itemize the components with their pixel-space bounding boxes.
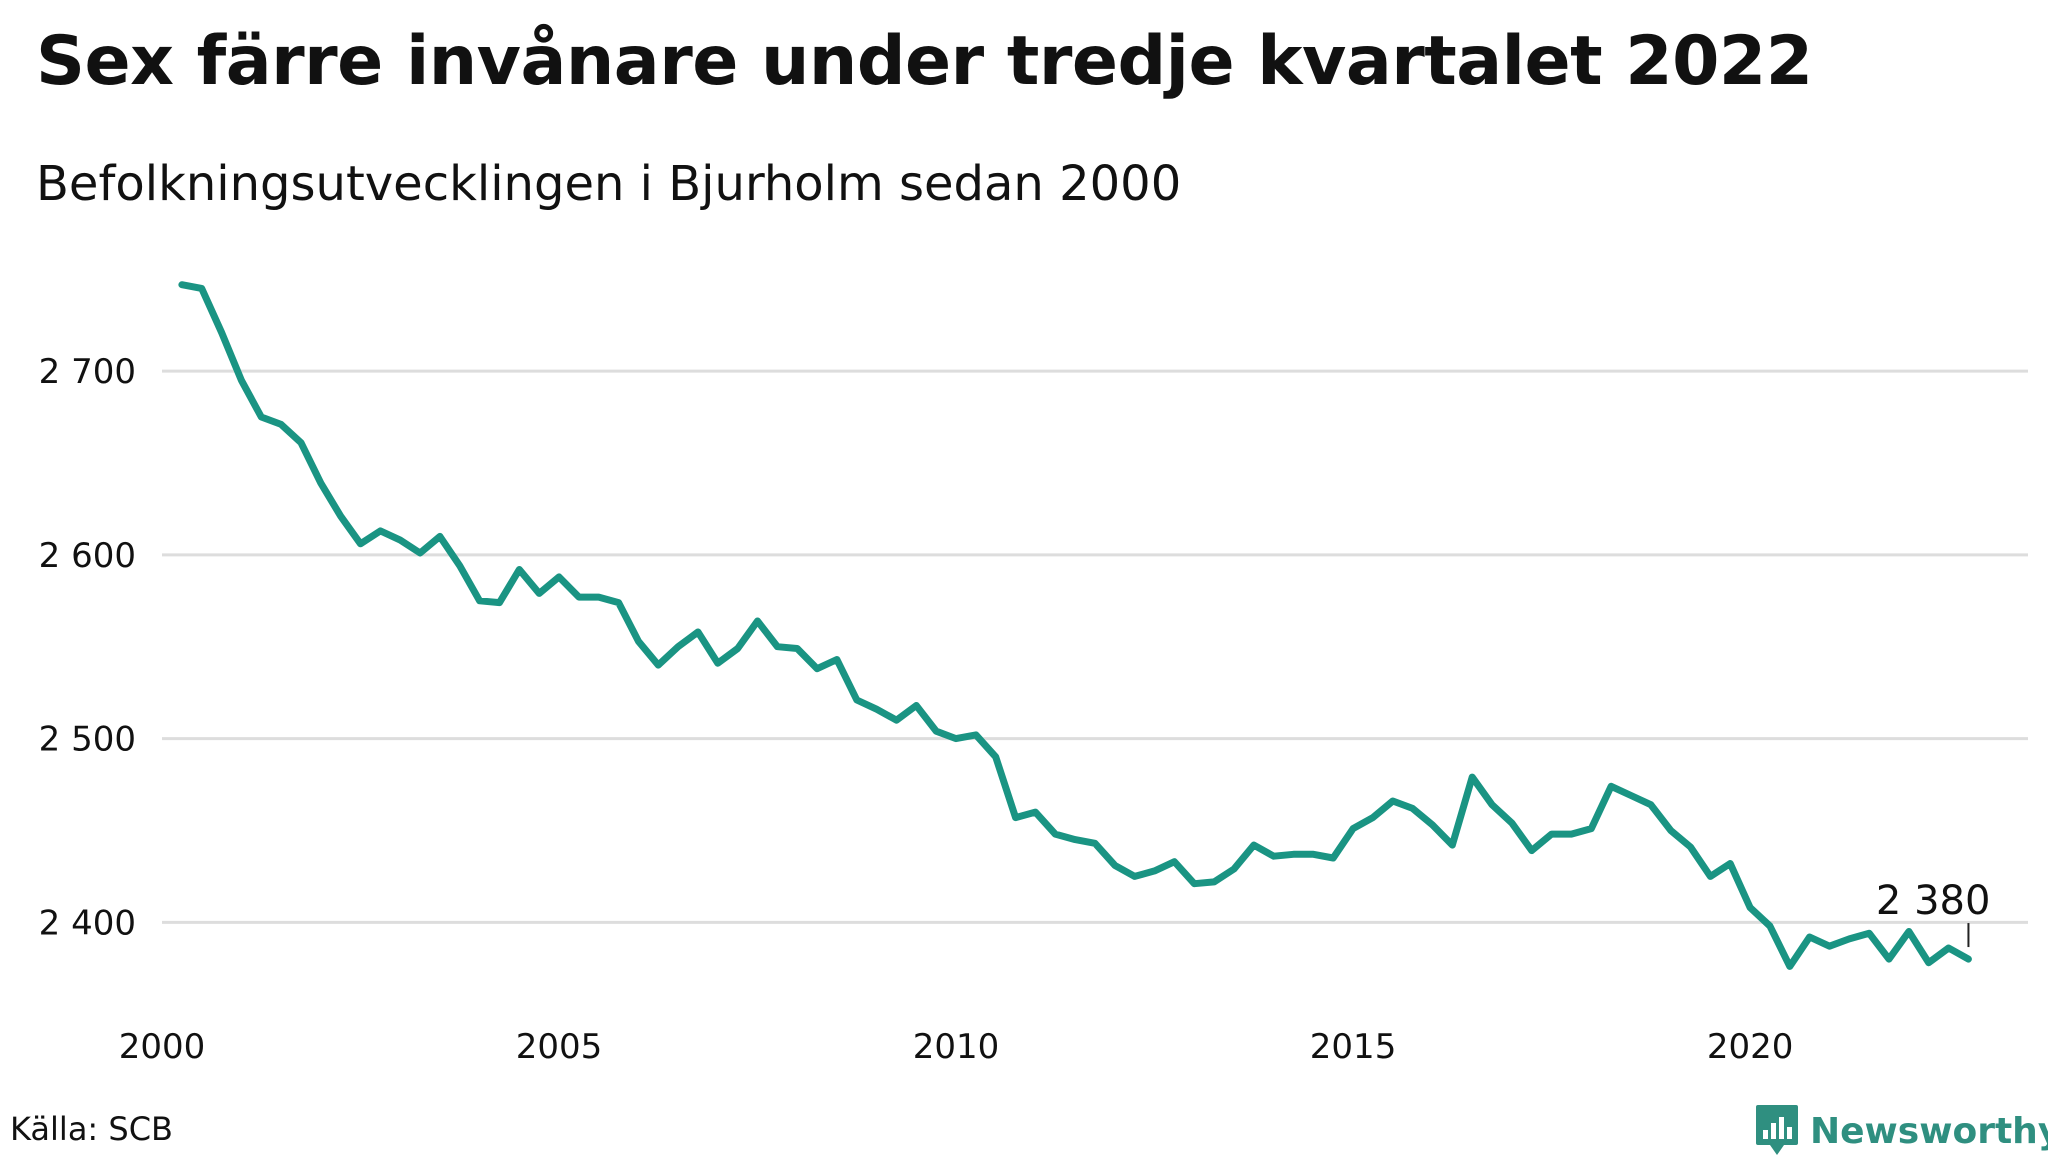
x-tick-label: 2010 (913, 1027, 1000, 1067)
series-layer (178, 281, 1972, 970)
x-tick-label: 2015 (1310, 1027, 1397, 1067)
y-tick-label: 2 500 (39, 720, 136, 760)
annotation-label: 2 380 (1876, 878, 1991, 924)
series-line (178, 281, 1972, 970)
last-value-annotation: 2 380 (1876, 878, 1991, 948)
chart-title: Sex färre invånare under tredje kvartale… (36, 22, 1813, 101)
source-note: Källa: SCB (10, 1110, 173, 1148)
x-tick-label: 2005 (516, 1027, 603, 1067)
brand-logo: Newsworthy (1754, 1103, 2048, 1159)
x-tick-label: 2020 (1707, 1027, 1794, 1067)
y-tick-label: 2 400 (39, 903, 136, 943)
gridlines (162, 369, 2028, 924)
x-axis-labels: 2000 2005 2010 2015 2020 (119, 1027, 1794, 1067)
chart-subtitle: Befolkningsutvecklingen i Bjurholm sedan… (36, 156, 1182, 212)
y-tick-label: 2 700 (39, 352, 136, 392)
brand-name: Newsworthy (1810, 1110, 2048, 1152)
y-tick-label: 2 600 (39, 536, 136, 576)
y-axis-labels: 2 400 2 500 2 600 2 700 (39, 352, 136, 943)
x-tick-label: 2000 (119, 1027, 206, 1067)
bar-chart-speech-bubble-icon (1756, 1105, 1798, 1155)
